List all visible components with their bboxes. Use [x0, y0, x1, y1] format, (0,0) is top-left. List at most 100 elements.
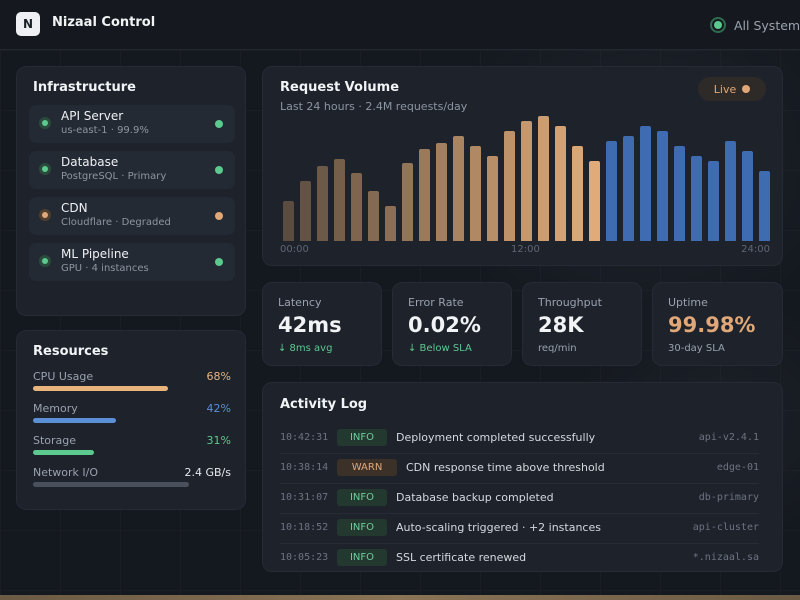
resource-bar-fill — [33, 418, 117, 423]
log-entry[interactable]: 10:18:52 INFO Auto-scaling triggered · +… — [280, 514, 759, 544]
service-status-icon — [39, 163, 51, 175]
log-time: 10:18:52 — [280, 522, 329, 533]
chart-bar[interactable] — [487, 156, 498, 241]
service-status-icon — [39, 209, 51, 221]
resource-label: Memory — [33, 402, 78, 415]
app-logo[interactable]: N — [16, 12, 40, 36]
request-volume-panel: Request Volume Last 24 hours · 2.4M requ… — [262, 66, 783, 266]
stat-label: Error Rate — [408, 296, 464, 309]
chart-bar[interactable] — [385, 206, 396, 241]
stat-subtext: ↓ 8ms avg — [278, 343, 333, 354]
log-source: db-primary — [698, 492, 759, 503]
log-entry[interactable]: 10:38:14 WARN CDN response time above th… — [280, 454, 759, 484]
log-source: api-cluster — [692, 522, 759, 533]
resource-bar — [33, 386, 231, 391]
activity-log-panel: Activity Log 10:42:31 INFO Deployment co… — [262, 382, 783, 572]
chart-bar[interactable] — [691, 156, 702, 241]
resource-bar-fill — [33, 386, 168, 391]
log-level-badge: WARN — [337, 459, 397, 476]
infrastructure-panel: Infrastructure API Server us-east-1 · 99… — [16, 66, 246, 316]
chart-bar[interactable] — [555, 126, 566, 241]
chart-bar[interactable] — [742, 151, 753, 241]
chart-bar[interactable] — [504, 131, 515, 241]
service-item-database[interactable]: Database PostgreSQL · Primary — [29, 151, 235, 189]
service-name: Database — [61, 155, 119, 169]
status-dot-icon — [215, 212, 223, 220]
stat-subtext: req/min — [538, 343, 577, 354]
resources-panel: Resources CPU Usage 68% Memory 42% Stora… — [16, 330, 246, 510]
resource-bar-fill — [33, 450, 95, 455]
chart-bar[interactable] — [759, 171, 770, 241]
activity-log-title: Activity Log — [280, 397, 368, 412]
x-tick-label: 00:00 — [280, 244, 309, 255]
chart-bar[interactable] — [538, 116, 549, 241]
status-dot-icon — [215, 166, 223, 174]
chart-bar[interactable] — [402, 163, 413, 241]
chart-bar[interactable] — [283, 201, 294, 241]
log-level-badge: INFO — [337, 519, 387, 536]
log-entry[interactable]: 10:42:31 INFO Deployment completed succe… — [280, 424, 759, 454]
chart-bar[interactable] — [419, 149, 430, 241]
live-toggle-button[interactable]: Live — [698, 77, 766, 101]
log-entry[interactable]: 10:05:23 INFO SSL certificate renewed *.… — [280, 544, 759, 574]
request-volume-subtitle: Last 24 hours · 2.4M requests/day — [280, 100, 468, 113]
service-item-api-server[interactable]: API Server us-east-1 · 99.9% — [29, 105, 235, 143]
log-time: 10:05:23 — [280, 552, 329, 563]
resource-value: 2.4 GB/s — [184, 466, 232, 479]
log-level-badge: INFO — [337, 429, 387, 446]
service-status-icon — [39, 255, 51, 267]
log-message: Deployment completed successfully — [396, 431, 596, 444]
chart-bar[interactable] — [334, 159, 345, 241]
log-message: Auto-scaling triggered · +2 instances — [396, 521, 601, 534]
chart-bar[interactable] — [708, 161, 719, 241]
chart-bar[interactable] — [657, 131, 668, 241]
chart-bar[interactable] — [674, 146, 685, 241]
log-time: 10:42:31 — [280, 432, 329, 443]
log-source: edge-01 — [716, 462, 759, 473]
chart-bar[interactable] — [640, 126, 651, 241]
resource-bar — [33, 418, 231, 423]
service-item-cdn[interactable]: CDN Cloudflare · Degraded — [29, 197, 235, 235]
chart-bar[interactable] — [589, 161, 600, 241]
stat-card-error-rate[interactable]: Error Rate 0.02% ↓ Below SLA — [392, 282, 512, 366]
stat-label: Uptime — [668, 296, 708, 309]
stat-card-uptime[interactable]: Uptime 99.98% 30-day SLA — [652, 282, 783, 366]
live-label: Live — [713, 82, 737, 96]
x-tick-label: 24:00 — [741, 244, 770, 255]
chart-bar[interactable] — [300, 181, 311, 241]
chart-bar[interactable] — [725, 141, 736, 241]
chart-bar[interactable] — [521, 121, 532, 241]
chart-bar[interactable] — [623, 136, 634, 241]
chart-bar[interactable] — [572, 146, 583, 241]
log-entry[interactable]: 10:31:07 INFO Database backup completed … — [280, 484, 759, 514]
stat-card-latency[interactable]: Latency 42ms ↓ 8ms avg — [262, 282, 382, 366]
status-dot-icon — [215, 258, 223, 266]
chart-bar[interactable] — [436, 143, 447, 241]
chart-bar[interactable] — [351, 173, 362, 241]
service-detail: GPU · 4 instances — [61, 263, 149, 274]
resource-bar-fill — [33, 482, 190, 487]
stat-card-throughput[interactable]: Throughput 28K req/min — [522, 282, 642, 366]
chart-bar[interactable] — [317, 166, 328, 241]
service-detail: Cloudflare · Degraded — [61, 217, 171, 228]
stat-label: Throughput — [538, 296, 602, 309]
resource-value: 42% — [206, 402, 231, 415]
chart-bar[interactable] — [368, 191, 379, 241]
chart-bar[interactable] — [470, 146, 481, 241]
service-name: CDN — [61, 201, 88, 215]
chart-bar[interactable] — [453, 136, 464, 241]
service-status-icon — [39, 117, 51, 129]
chart-bar[interactable] — [606, 141, 617, 241]
resource-value: 31% — [206, 434, 231, 447]
service-item-ml-pipeline[interactable]: ML Pipeline GPU · 4 instances — [29, 243, 235, 281]
service-detail: us-east-1 · 99.9% — [61, 125, 149, 136]
stat-subtext: 30-day SLA — [668, 343, 725, 354]
status-ok-icon — [710, 17, 726, 33]
bottom-accent-bar — [0, 595, 800, 600]
log-time: 10:31:07 — [280, 492, 329, 503]
request-volume-title: Request Volume — [280, 80, 400, 95]
live-dot-icon — [742, 85, 751, 93]
stat-value: 28K — [538, 313, 584, 337]
system-status[interactable]: All Systems — [710, 15, 800, 35]
stat-value: 42ms — [278, 313, 342, 337]
